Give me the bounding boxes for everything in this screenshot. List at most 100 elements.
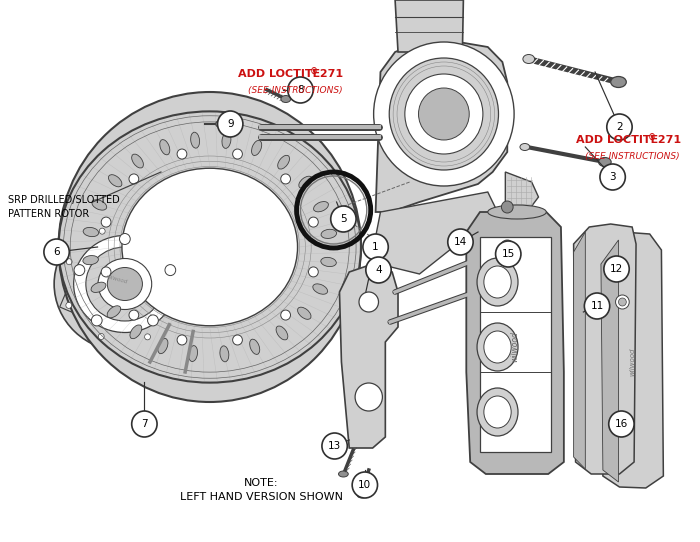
Circle shape bbox=[129, 310, 139, 320]
Ellipse shape bbox=[523, 55, 535, 63]
Circle shape bbox=[600, 164, 625, 190]
Circle shape bbox=[92, 315, 102, 326]
Ellipse shape bbox=[339, 471, 349, 477]
Circle shape bbox=[389, 58, 498, 170]
Text: 7: 7 bbox=[141, 419, 148, 429]
Text: ADD LOCTITE: ADD LOCTITE bbox=[238, 69, 321, 79]
Ellipse shape bbox=[107, 268, 142, 300]
Ellipse shape bbox=[488, 205, 546, 219]
Circle shape bbox=[374, 42, 514, 186]
Circle shape bbox=[500, 240, 514, 254]
Ellipse shape bbox=[108, 175, 122, 187]
Text: 6: 6 bbox=[53, 247, 60, 257]
Ellipse shape bbox=[190, 132, 199, 148]
Text: ADD LOCTITE: ADD LOCTITE bbox=[575, 135, 658, 145]
Ellipse shape bbox=[477, 258, 518, 306]
Circle shape bbox=[59, 92, 361, 402]
Circle shape bbox=[619, 298, 626, 306]
Ellipse shape bbox=[314, 202, 328, 212]
Polygon shape bbox=[601, 232, 664, 488]
Circle shape bbox=[177, 149, 187, 159]
Text: 9: 9 bbox=[227, 119, 234, 129]
Circle shape bbox=[374, 268, 382, 276]
Circle shape bbox=[584, 293, 610, 319]
Ellipse shape bbox=[251, 140, 262, 156]
Circle shape bbox=[146, 229, 151, 235]
Circle shape bbox=[607, 114, 632, 140]
Circle shape bbox=[281, 310, 290, 320]
Text: 5: 5 bbox=[340, 214, 346, 224]
Circle shape bbox=[132, 411, 157, 437]
Ellipse shape bbox=[313, 284, 328, 294]
Polygon shape bbox=[395, 0, 463, 52]
Ellipse shape bbox=[278, 156, 290, 169]
Ellipse shape bbox=[92, 200, 106, 210]
Text: ®: ® bbox=[648, 134, 656, 143]
Ellipse shape bbox=[281, 95, 290, 102]
Polygon shape bbox=[376, 42, 508, 212]
Ellipse shape bbox=[484, 331, 511, 363]
Ellipse shape bbox=[298, 307, 311, 319]
Text: 271: 271 bbox=[654, 135, 680, 145]
Polygon shape bbox=[340, 264, 398, 448]
Ellipse shape bbox=[188, 346, 197, 362]
Ellipse shape bbox=[132, 154, 144, 168]
Circle shape bbox=[363, 234, 389, 260]
Circle shape bbox=[288, 77, 313, 103]
Polygon shape bbox=[90, 328, 113, 340]
Ellipse shape bbox=[59, 111, 361, 383]
Text: 16: 16 bbox=[615, 419, 628, 429]
Ellipse shape bbox=[216, 120, 230, 128]
Polygon shape bbox=[505, 172, 538, 210]
Ellipse shape bbox=[250, 339, 260, 354]
Circle shape bbox=[609, 411, 634, 437]
Circle shape bbox=[281, 174, 290, 184]
Text: 14: 14 bbox=[454, 237, 467, 247]
Circle shape bbox=[66, 259, 72, 264]
Circle shape bbox=[44, 239, 69, 265]
Text: wilwood: wilwood bbox=[106, 274, 129, 285]
Circle shape bbox=[496, 241, 521, 267]
Text: (SEE INSTRUCTIONS): (SEE INSTRUCTIONS) bbox=[248, 86, 342, 95]
Ellipse shape bbox=[477, 388, 518, 436]
Circle shape bbox=[615, 415, 629, 429]
Circle shape bbox=[494, 280, 501, 288]
Circle shape bbox=[322, 433, 347, 459]
Circle shape bbox=[352, 472, 377, 498]
Ellipse shape bbox=[86, 247, 164, 321]
Text: 8: 8 bbox=[298, 85, 304, 95]
Ellipse shape bbox=[598, 158, 611, 166]
Text: 13: 13 bbox=[328, 441, 341, 451]
Ellipse shape bbox=[484, 266, 511, 298]
Circle shape bbox=[218, 111, 243, 137]
Polygon shape bbox=[136, 328, 158, 341]
Circle shape bbox=[102, 267, 111, 277]
Ellipse shape bbox=[477, 323, 518, 371]
Text: ®: ® bbox=[310, 68, 319, 77]
Circle shape bbox=[501, 201, 513, 213]
Ellipse shape bbox=[220, 346, 229, 362]
Text: 271: 271 bbox=[316, 69, 343, 79]
Ellipse shape bbox=[83, 228, 99, 237]
Circle shape bbox=[165, 264, 176, 275]
Polygon shape bbox=[175, 295, 190, 314]
Polygon shape bbox=[92, 227, 114, 240]
Circle shape bbox=[99, 228, 105, 234]
Text: 4: 4 bbox=[375, 265, 382, 275]
Ellipse shape bbox=[321, 257, 336, 267]
Text: 10: 10 bbox=[358, 480, 372, 490]
Circle shape bbox=[145, 334, 150, 340]
Circle shape bbox=[74, 264, 85, 275]
Circle shape bbox=[309, 267, 318, 277]
Circle shape bbox=[232, 149, 242, 159]
Circle shape bbox=[120, 234, 130, 244]
Text: 11: 11 bbox=[590, 301, 603, 311]
Circle shape bbox=[366, 257, 391, 283]
Circle shape bbox=[178, 304, 183, 309]
Circle shape bbox=[359, 292, 379, 312]
Circle shape bbox=[619, 418, 626, 426]
Circle shape bbox=[448, 229, 473, 255]
Text: SRP DRILLED/SLOTTED
PATTERN ROTOR: SRP DRILLED/SLOTTED PATTERN ROTOR bbox=[8, 196, 120, 218]
Circle shape bbox=[66, 302, 71, 308]
Ellipse shape bbox=[321, 229, 337, 238]
